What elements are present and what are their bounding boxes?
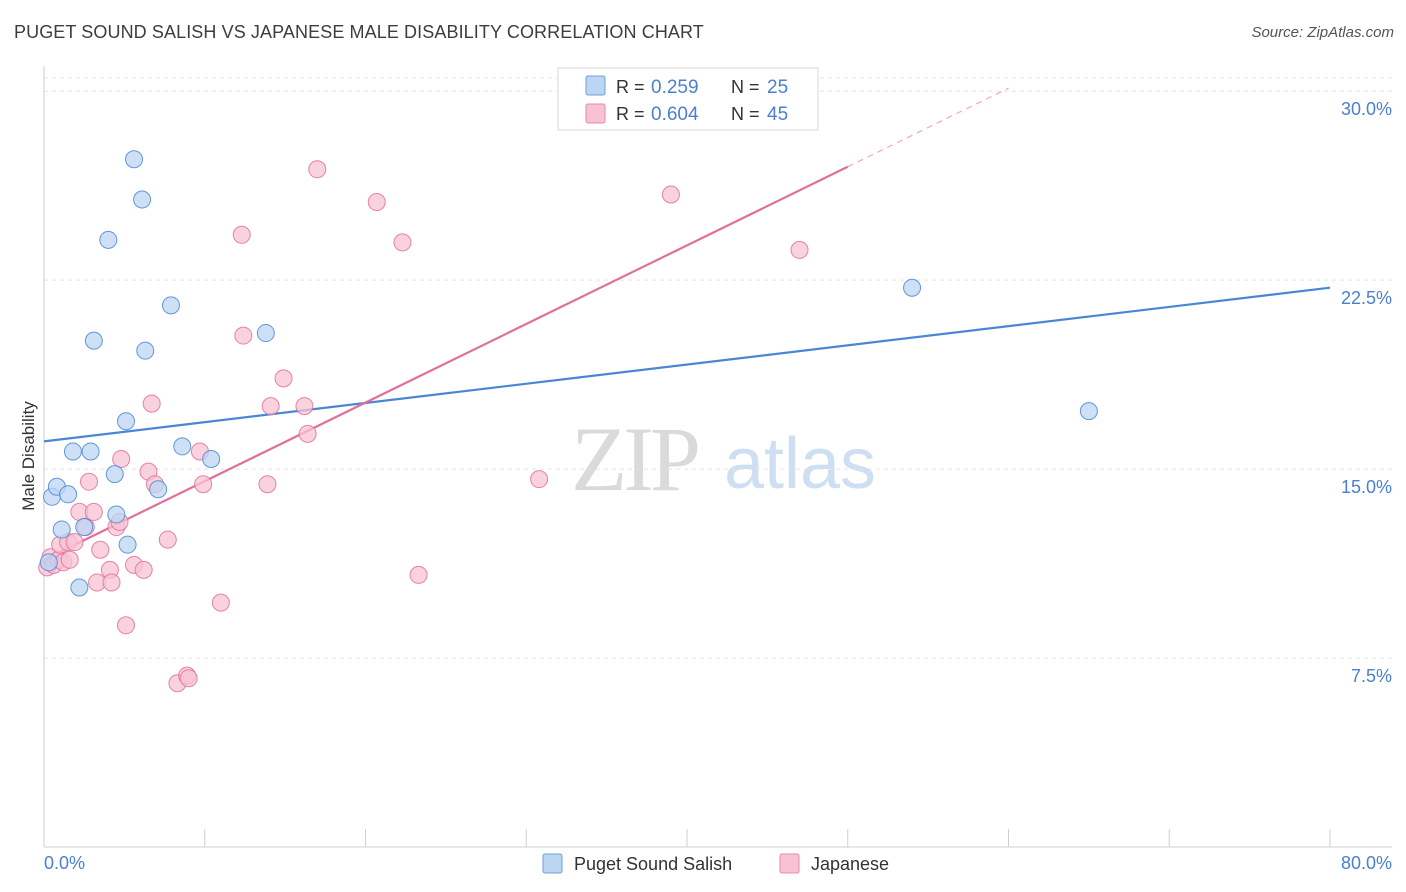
data-point-blue xyxy=(70,578,89,597)
data-point-pink xyxy=(409,565,428,584)
data-point-pink xyxy=(295,397,314,416)
data-point-pink xyxy=(102,573,121,592)
data-point-pink xyxy=(274,369,293,388)
data-point-pink xyxy=(194,475,213,494)
x-tick-label-min: 0.0% xyxy=(44,853,85,873)
data-points xyxy=(38,150,1098,693)
data-point-pink xyxy=(661,185,680,204)
data-point-blue xyxy=(99,230,118,249)
data-point-pink xyxy=(91,540,110,559)
y-tick-labels: 7.5% 15.0% 22.5% 30.0% xyxy=(1341,99,1392,686)
y-tick-label: 15.0% xyxy=(1341,477,1392,497)
data-point-blue xyxy=(903,278,922,297)
data-point-blue xyxy=(1079,402,1098,421)
stats-n-label-pink: N = xyxy=(731,104,760,124)
watermark-atlas: atlas xyxy=(724,424,876,504)
x-tick-label-max: 80.0% xyxy=(1341,853,1392,873)
stats-swatch-blue xyxy=(585,75,606,96)
data-point-pink xyxy=(308,160,327,179)
stats-r-label-blue: R = xyxy=(616,77,645,97)
data-point-blue xyxy=(202,450,221,469)
grid-lines xyxy=(44,77,1392,659)
data-point-blue xyxy=(118,535,137,554)
stats-n-value-pink: 45 xyxy=(767,104,788,125)
trend-line-pink xyxy=(43,165,849,561)
data-point-pink xyxy=(80,472,99,491)
stats-n-value-blue: 25 xyxy=(767,77,788,98)
stats-r-value-blue: 0.259 xyxy=(651,77,699,98)
y-axis-title: Male Disability xyxy=(19,401,38,511)
data-point-blue xyxy=(39,553,58,572)
y-tick-label: 30.0% xyxy=(1341,99,1392,119)
stats-swatch-pink xyxy=(585,103,606,124)
series-legend: Puget Sound Salish Japanese xyxy=(542,853,889,874)
watermark-zip: ZIP xyxy=(571,408,698,510)
axes xyxy=(43,66,1392,848)
data-point-pink xyxy=(179,669,198,688)
data-point-pink xyxy=(134,560,153,579)
chart-title: PUGET SOUND SALISH VS JAPANESE MALE DISA… xyxy=(14,22,704,42)
y-tick-label: 22.5% xyxy=(1341,288,1392,308)
legend-label-puget-sound-salish: Puget Sound Salish xyxy=(574,854,732,874)
x-ticks xyxy=(204,829,1331,847)
stats-r-value-pink: 0.604 xyxy=(651,104,699,125)
stats-r-label-pink: R = xyxy=(616,104,645,124)
data-point-pink xyxy=(790,240,809,259)
data-point-pink xyxy=(232,225,251,244)
source-label: Source: ZipAtlas.com xyxy=(1251,24,1394,41)
data-point-blue xyxy=(133,190,152,209)
data-point-blue xyxy=(84,331,103,350)
data-point-pink xyxy=(158,530,177,549)
data-point-blue xyxy=(81,442,100,461)
legend-swatch-puget-sound-salish xyxy=(542,853,563,874)
data-point-blue xyxy=(105,465,124,484)
trend-line-extension-pink xyxy=(847,87,1009,168)
y-tick-label: 7.5% xyxy=(1351,666,1392,686)
trend-line-blue xyxy=(43,286,1331,443)
data-point-pink xyxy=(60,550,79,569)
data-point-pink xyxy=(234,326,253,345)
stats-legend: R = 0.259 N = 25 R = 0.604 N = 45 xyxy=(557,67,819,131)
data-point-blue xyxy=(63,442,82,461)
data-point-blue xyxy=(59,485,78,504)
data-point-blue xyxy=(52,520,71,539)
data-point-pink xyxy=(116,616,135,635)
data-point-blue xyxy=(161,296,180,315)
data-point-pink xyxy=(84,502,103,521)
data-point-blue xyxy=(256,324,275,343)
data-point-blue xyxy=(136,341,155,360)
data-point-blue xyxy=(125,150,144,169)
data-point-pink xyxy=(211,593,230,612)
trend-lines xyxy=(43,87,1331,561)
data-point-pink xyxy=(367,193,386,212)
data-point-blue xyxy=(116,412,135,431)
data-point-pink xyxy=(261,397,280,416)
data-point-blue xyxy=(75,518,94,537)
data-point-pink xyxy=(298,424,317,443)
data-point-blue xyxy=(149,480,168,499)
data-point-pink xyxy=(65,533,84,552)
watermark: ZIP atlas xyxy=(571,408,876,510)
data-point-pink xyxy=(112,450,131,469)
data-point-pink xyxy=(258,475,277,494)
legend-swatch-japanese xyxy=(779,853,800,874)
data-point-pink xyxy=(142,394,161,413)
data-point-pink xyxy=(393,233,412,252)
data-point-blue xyxy=(173,437,192,456)
data-point-blue xyxy=(107,505,126,524)
data-point-pink xyxy=(530,470,549,489)
stats-n-label-blue: N = xyxy=(731,77,760,97)
legend-label-japanese: Japanese xyxy=(811,854,889,874)
